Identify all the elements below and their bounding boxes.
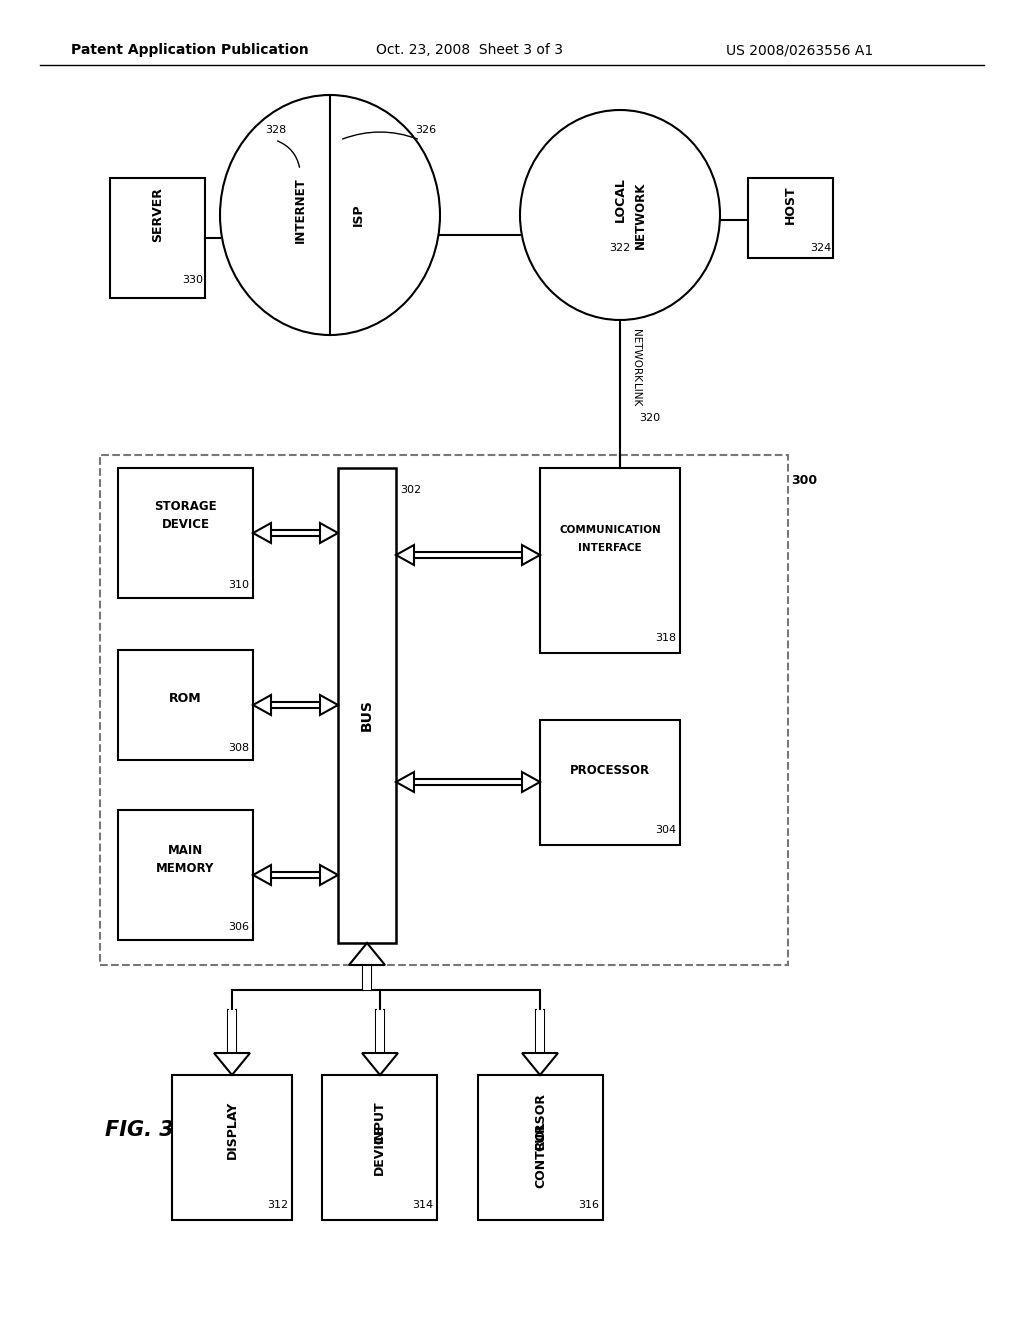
Polygon shape [362, 1053, 398, 1074]
Ellipse shape [220, 95, 440, 335]
Bar [478, 1074, 603, 1220]
Bar [748, 178, 833, 257]
Polygon shape [536, 1010, 544, 1053]
Polygon shape [253, 865, 271, 884]
Text: 308: 308 [228, 743, 250, 752]
Text: INTERNET: INTERNET [294, 177, 306, 243]
Text: 330: 330 [182, 275, 204, 285]
Polygon shape [396, 545, 414, 565]
Polygon shape [522, 1053, 558, 1074]
Text: 306: 306 [228, 921, 250, 932]
Text: INTERFACE: INTERFACE [579, 543, 642, 553]
Text: 312: 312 [267, 1200, 289, 1210]
Polygon shape [319, 523, 338, 543]
Bar [540, 469, 680, 653]
Text: FIG. 3: FIG. 3 [105, 1119, 174, 1140]
Text: PROCESSOR: PROCESSOR [570, 763, 650, 776]
Text: CURSOR: CURSOR [534, 1093, 547, 1151]
Polygon shape [253, 523, 271, 543]
Bar [322, 1074, 437, 1220]
Text: Patent Application Publication: Patent Application Publication [71, 44, 309, 57]
Text: COMMUNICATION: COMMUNICATION [559, 525, 660, 535]
Polygon shape [349, 942, 385, 965]
Text: 300: 300 [791, 474, 817, 487]
Polygon shape [362, 965, 371, 990]
Text: LINK: LINK [631, 383, 641, 407]
Polygon shape [522, 545, 540, 565]
Polygon shape [319, 696, 338, 715]
Polygon shape [253, 696, 271, 715]
Text: BUS: BUS [360, 700, 374, 731]
Polygon shape [319, 865, 338, 884]
Bar [338, 469, 396, 942]
Ellipse shape [520, 110, 720, 319]
Text: DEVICE: DEVICE [373, 1125, 386, 1175]
Text: DEVICE: DEVICE [162, 519, 210, 532]
Polygon shape [376, 1010, 384, 1053]
Polygon shape [522, 772, 540, 792]
Text: 316: 316 [579, 1200, 599, 1210]
Text: DISPLAY: DISPLAY [225, 1101, 239, 1159]
Text: Oct. 23, 2008  Sheet 3 of 3: Oct. 23, 2008 Sheet 3 of 3 [377, 44, 563, 57]
Text: MEMORY: MEMORY [157, 862, 215, 874]
Text: STORAGE: STORAGE [155, 500, 217, 513]
Text: INPUT: INPUT [373, 1101, 386, 1143]
Text: 302: 302 [400, 484, 421, 495]
Text: CONTROL: CONTROL [534, 1122, 547, 1188]
Bar [118, 810, 253, 940]
Text: MAIN: MAIN [168, 843, 203, 857]
Text: 318: 318 [655, 634, 677, 643]
Bar [540, 719, 680, 845]
Polygon shape [228, 1010, 236, 1053]
Text: ROM: ROM [169, 692, 202, 705]
Polygon shape [214, 1053, 250, 1074]
Text: 328: 328 [265, 125, 287, 135]
Text: HOST: HOST [784, 186, 797, 224]
Bar [110, 178, 205, 298]
Bar [118, 649, 253, 760]
Text: 320: 320 [639, 413, 660, 422]
Text: 326: 326 [415, 125, 436, 135]
Text: US 2008/0263556 A1: US 2008/0263556 A1 [726, 44, 873, 57]
Bar [172, 1074, 292, 1220]
Text: 304: 304 [655, 825, 677, 836]
Polygon shape [396, 772, 414, 792]
Text: LOCAL: LOCAL [613, 178, 627, 223]
Text: 314: 314 [413, 1200, 433, 1210]
Text: NETWORK: NETWORK [631, 329, 641, 381]
Text: NETWORK: NETWORK [634, 181, 646, 248]
Bar [100, 455, 788, 965]
Text: 324: 324 [810, 243, 831, 253]
Text: 322: 322 [609, 243, 631, 253]
Bar [118, 469, 253, 598]
Text: ISP: ISP [351, 203, 365, 226]
Text: 310: 310 [228, 579, 250, 590]
Text: SERVER: SERVER [151, 187, 164, 243]
